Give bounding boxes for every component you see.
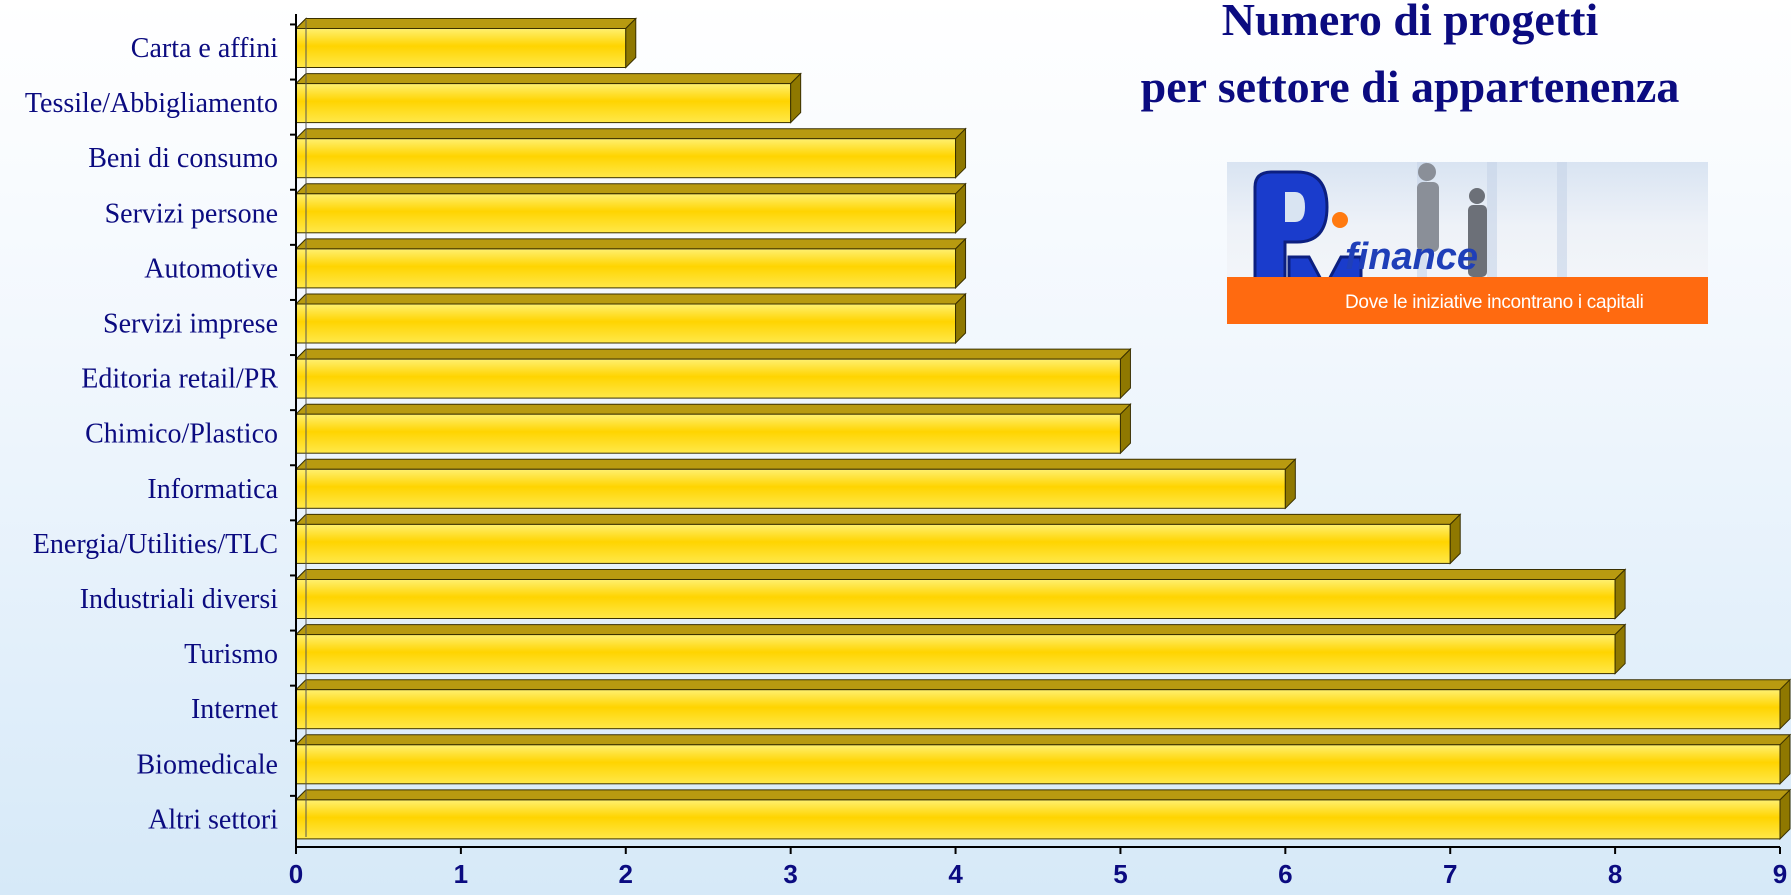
x-tick-label: 6 bbox=[1278, 859, 1292, 889]
bar-front-face bbox=[295, 28, 627, 68]
bar-end-face bbox=[1614, 623, 1626, 675]
bar-front-face bbox=[295, 689, 1781, 730]
x-tick-label: 7 bbox=[1443, 859, 1457, 889]
pmi-finance-logo: finance Dove le iniziative incontrano i … bbox=[1227, 162, 1708, 324]
bar-end-face bbox=[1449, 513, 1461, 565]
bar bbox=[294, 513, 1462, 565]
bar-top-face bbox=[294, 458, 1297, 470]
bar-front-face bbox=[295, 468, 1286, 509]
bar-front-face bbox=[295, 83, 792, 124]
category-label: Internet bbox=[191, 694, 278, 725]
bar-end-face bbox=[1779, 678, 1791, 730]
bar-front-face bbox=[295, 579, 1616, 619]
x-axis: 0 1 2 3 4 5 6 7 8 9 bbox=[289, 14, 1787, 889]
bar-front-face bbox=[295, 634, 1616, 675]
bar-front-face bbox=[295, 799, 1781, 840]
person-silhouette-icon bbox=[1418, 163, 1436, 181]
bar-front-face bbox=[295, 303, 957, 344]
bar-end-face bbox=[955, 182, 967, 235]
category-label: Editoria retail/PR bbox=[81, 364, 278, 395]
logo-dot-icon bbox=[1332, 212, 1348, 228]
bar bbox=[294, 623, 1627, 675]
bar-front-face bbox=[295, 193, 957, 234]
category-label: Carta e affini bbox=[131, 33, 278, 64]
logo-tagline: Dove le iniziative incontrano i capitali bbox=[1345, 292, 1644, 313]
person-silhouette-icon bbox=[1469, 188, 1485, 204]
bar-front-face bbox=[295, 358, 1121, 399]
category-label: Servizi persone bbox=[105, 198, 278, 229]
bar bbox=[294, 237, 967, 290]
x-tick-label: 0 bbox=[289, 859, 303, 889]
bar bbox=[294, 568, 1627, 620]
chart-title-line-1: Numero di progetti bbox=[1221, 0, 1599, 45]
bar bbox=[294, 347, 1132, 400]
bar-end-face bbox=[1779, 788, 1791, 841]
category-label: Tessile/Abbigliamento bbox=[25, 88, 278, 119]
bar-top-face bbox=[294, 569, 1627, 580]
category-label: Chimico/Plastico bbox=[85, 419, 278, 450]
x-tick-label: 8 bbox=[1608, 859, 1622, 889]
bar-end-face bbox=[1614, 568, 1626, 620]
bar bbox=[294, 733, 1791, 786]
bar-top-face bbox=[294, 238, 967, 250]
category-label: Automotive bbox=[144, 253, 278, 284]
bar-front-face bbox=[295, 248, 957, 289]
category-label: Altri settori bbox=[148, 804, 278, 835]
bar-top-face bbox=[294, 348, 1132, 360]
bar-top-face bbox=[294, 293, 967, 305]
bar bbox=[294, 72, 802, 124]
bar bbox=[294, 678, 1791, 730]
x-tick-label: 5 bbox=[1113, 859, 1127, 889]
chart-title-line-2: per settore di appartenenza bbox=[1140, 61, 1680, 112]
category-label: Informatica bbox=[147, 474, 278, 505]
bar-top-face bbox=[294, 128, 967, 140]
bar bbox=[294, 402, 1132, 455]
bar-end-face bbox=[625, 17, 637, 69]
bar-end-face bbox=[1284, 458, 1296, 510]
bar-top-face bbox=[294, 679, 1791, 691]
bar-end-face bbox=[790, 72, 802, 124]
bar-end-face bbox=[1119, 347, 1131, 400]
bars-layer bbox=[294, 17, 1791, 841]
x-tick-label: 3 bbox=[783, 859, 797, 889]
bar-end-face bbox=[955, 292, 967, 345]
bar-top-face bbox=[294, 18, 637, 29]
bar-top-face bbox=[294, 789, 1791, 801]
bar-front-face bbox=[295, 523, 1451, 564]
category-label: Energia/Utilities/TLC bbox=[33, 529, 278, 560]
bar bbox=[294, 788, 1791, 841]
bar-top-face bbox=[294, 183, 967, 195]
x-tick-label: 4 bbox=[948, 859, 963, 889]
bar-top-face bbox=[294, 513, 1462, 525]
bar-end-face bbox=[955, 127, 967, 179]
bar-front-face bbox=[295, 744, 1781, 785]
bar bbox=[294, 127, 967, 179]
x-tick-label: 2 bbox=[619, 859, 633, 889]
bar-front-face bbox=[295, 138, 957, 179]
bar-top-face bbox=[294, 73, 802, 85]
category-labels: Carta e affini Tessile/Abbigliamento Beni … bbox=[25, 33, 279, 835]
bar-top-face bbox=[294, 624, 1627, 636]
logo-band bbox=[1227, 277, 1708, 324]
logo-brand: finance bbox=[1345, 236, 1479, 278]
bar-top-face bbox=[294, 734, 1791, 746]
bar-end-face bbox=[1779, 733, 1791, 786]
bar bbox=[294, 458, 1297, 510]
chart-title: Numero di progetti per settore di appart… bbox=[1060, 0, 1760, 120]
bar-front-face bbox=[295, 413, 1121, 454]
bar bbox=[294, 292, 967, 345]
x-tick-label: 9 bbox=[1773, 859, 1787, 889]
bar bbox=[294, 17, 637, 69]
bar-top-face bbox=[294, 403, 1132, 415]
bar bbox=[294, 182, 967, 235]
category-label: Industriali diversi bbox=[80, 584, 279, 615]
bar-end-face bbox=[1119, 402, 1131, 455]
category-label: Turismo bbox=[184, 639, 278, 670]
bar-end-face bbox=[955, 237, 967, 290]
category-label: Biomedicale bbox=[136, 749, 278, 780]
category-label: Servizi imprese bbox=[103, 309, 278, 340]
category-label: Beni di consumo bbox=[88, 143, 278, 174]
x-tick-label: 1 bbox=[454, 859, 468, 889]
